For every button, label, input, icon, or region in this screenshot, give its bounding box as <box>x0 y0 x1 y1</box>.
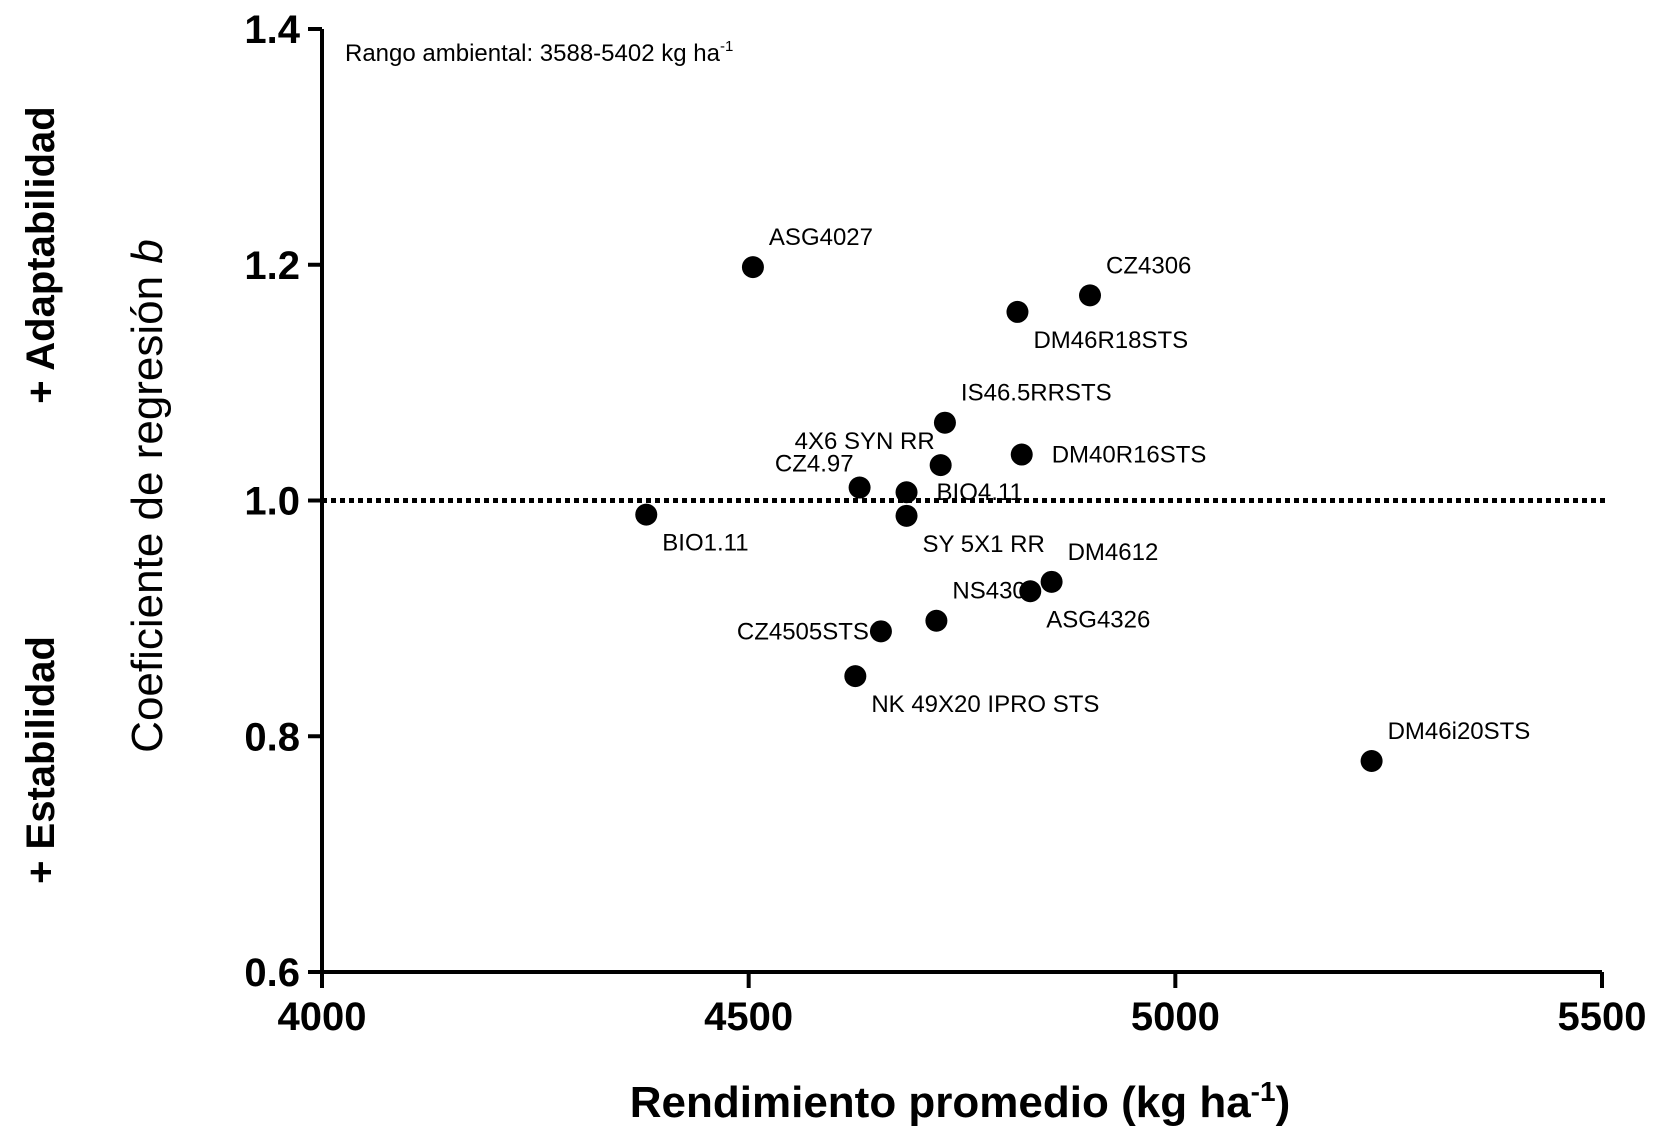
data-point-label: NS4309 <box>952 578 1039 605</box>
x-tick-label: 5000 <box>1131 995 1220 1039</box>
data-point-label: DM40R16STS <box>1052 442 1207 469</box>
x-tick-label: 4500 <box>704 995 793 1039</box>
data-point-label: SY 5X1 RR <box>923 531 1045 558</box>
environmental-range-annotation: Rango ambiental: 3588-5402 kg ha-1 <box>345 38 733 67</box>
x-tick-label: 5500 <box>1558 995 1647 1039</box>
side-label-estabilidad: + Estabilidad <box>19 636 63 884</box>
x-tick-label: 4000 <box>278 995 367 1039</box>
data-point <box>635 503 658 526</box>
data-point <box>1040 570 1063 593</box>
data-point <box>925 609 948 632</box>
data-point <box>1006 300 1029 323</box>
data-point <box>1019 580 1042 603</box>
data-point <box>929 454 952 477</box>
data-point-label: IS46.5RRSTS <box>961 380 1112 407</box>
data-point-label: BIO1.11 <box>662 530 748 557</box>
data-point <box>1010 443 1033 466</box>
data-point <box>933 411 956 434</box>
data-point <box>844 665 867 688</box>
x-axis-title: Rendimiento promedio (kg ha-1) <box>630 1076 1290 1127</box>
data-point-label: BIO4.11 <box>937 479 1023 506</box>
data-point-label: ASG4326 <box>1046 606 1150 633</box>
data-point <box>1079 284 1101 307</box>
axes: 0.6 0.8 1.0 1.2 1.4 4000 4500 5000 5500 <box>244 8 1646 1039</box>
y-tick-label: 1.2 <box>244 244 300 288</box>
data-point-label: 4X6 SYN RR <box>795 428 935 455</box>
data-points: ASG4027 CZ4306 DM46R18STS IS46.5RRSTS 4X6 SY… <box>635 224 1531 773</box>
data-point-label: NK 49X20 IPRO STS <box>871 691 1099 718</box>
data-point <box>869 620 892 643</box>
y-tick-label: 1.4 <box>244 8 300 52</box>
side-label-adaptabilidad: + Adaptabilidad <box>19 106 63 403</box>
data-point-label: DM4612 <box>1068 539 1159 566</box>
data-point-label: CZ4.97 <box>775 451 854 478</box>
y-tick-label: 0.8 <box>244 715 300 759</box>
data-point-label: ASG4027 <box>769 224 873 251</box>
data-point <box>848 476 871 499</box>
data-point <box>895 481 918 504</box>
data-point <box>741 256 764 279</box>
y-tick-label: 0.6 <box>244 951 300 995</box>
y-axis-title: Coeficiente de regresión b <box>123 239 172 753</box>
data-point-label: DM46R18STS <box>1033 327 1188 354</box>
y-tick-label: 1.0 <box>244 480 300 524</box>
data-point-label: CZ4505STS <box>737 618 869 645</box>
data-point <box>1360 750 1383 773</box>
data-point-label: DM46i20STS <box>1388 718 1531 745</box>
data-point-label: CZ4306 <box>1106 252 1191 279</box>
data-point <box>895 504 918 527</box>
